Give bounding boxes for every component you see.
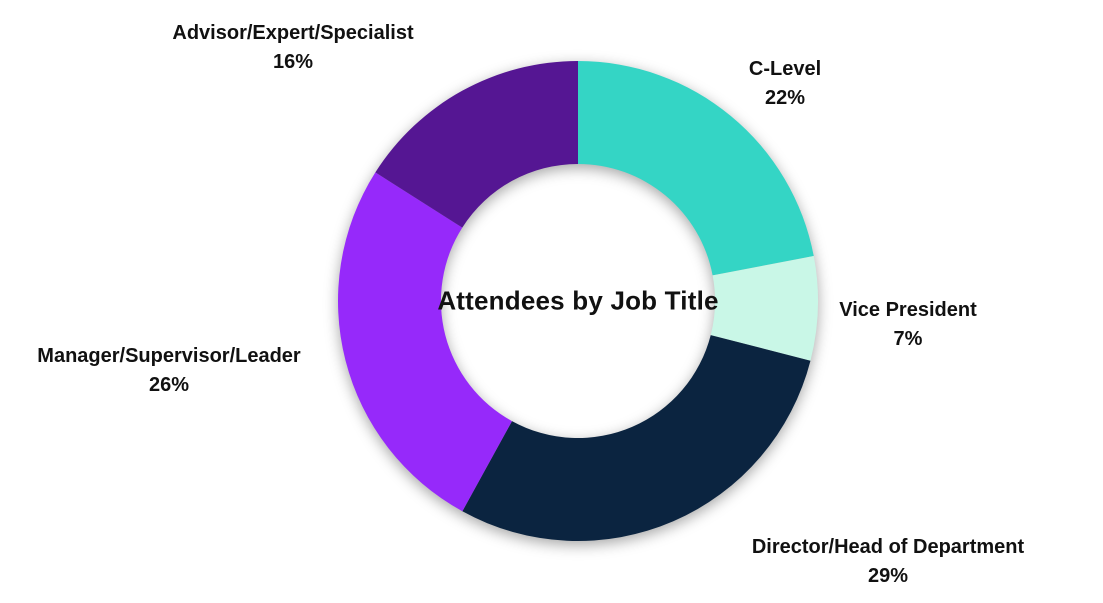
segment-label-manager-supervisor-leader: Manager/Supervisor/Leader 26% bbox=[37, 342, 300, 400]
segment-percent: 7% bbox=[893, 328, 923, 350]
segment-percent: 16% bbox=[272, 51, 314, 73]
donut-segment-manager-supervisor-leader bbox=[338, 172, 512, 512]
segment-name: C-Level bbox=[748, 58, 822, 80]
chart-title-line-1: Attendees by bbox=[437, 285, 603, 316]
segment-percent: 22% bbox=[764, 87, 806, 109]
donut-segment-director-head-of-department bbox=[462, 335, 811, 541]
segment-name: Manager/Supervisor/Leader bbox=[37, 345, 301, 367]
segment-label-advisor-expert-specialist: Advisor/Expert/Specialist 16% bbox=[172, 19, 413, 77]
segment-label-c-level: C-Level 22% bbox=[749, 55, 821, 113]
donut-segment-c-level bbox=[578, 61, 814, 276]
segment-name: Vice President bbox=[839, 299, 977, 321]
segment-name: Director/Head of Department bbox=[751, 536, 1025, 558]
donut-segment-vice-president bbox=[710, 256, 819, 361]
donut-chart bbox=[338, 61, 819, 541]
segment-label-director-head-of-department: Director/Head of Department 29% bbox=[752, 533, 1024, 591]
chart-title-line-2: Job Title bbox=[610, 285, 719, 316]
segment-name: Advisor/Expert/Specialist bbox=[172, 22, 414, 44]
segment-label-vice-president: Vice President 7% bbox=[839, 296, 976, 354]
segment-percent: 26% bbox=[148, 374, 190, 396]
chart-center-title: Attendees by Job Title bbox=[437, 286, 718, 317]
donut-segment-advisor-expert-specialist bbox=[375, 61, 578, 228]
segment-percent: 29% bbox=[867, 565, 909, 587]
